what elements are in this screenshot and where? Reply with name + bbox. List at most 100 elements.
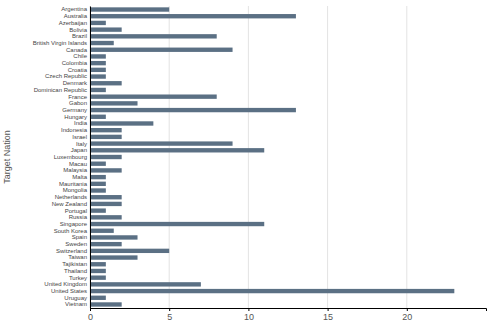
tick-label: 0 (88, 312, 93, 322)
tick-label: Australia (64, 13, 88, 19)
tick-label: United States (51, 288, 87, 294)
tick: Australia (64, 13, 88, 19)
tick-label: Hungary (64, 114, 87, 120)
tick: British Virgin Islands (33, 40, 87, 46)
tick-label: Portugal (65, 208, 87, 214)
plot: 05101520ArgentinaAustraliaAzerbaijanBoli… (33, 6, 487, 322)
bar (90, 222, 264, 226)
tick-label: 15 (323, 312, 333, 322)
tick: Portugal (65, 208, 87, 214)
tick-label: Argentina (61, 6, 87, 12)
tick-label: India (74, 120, 88, 126)
tick-label: Indonesia (61, 127, 88, 133)
tick-mark (407, 308, 408, 311)
value-axis: 05101520 (88, 308, 487, 322)
bar (90, 162, 106, 166)
tick: Denmark (63, 80, 88, 86)
tick-label: Taiwan (68, 254, 87, 260)
tick: Bolivia (69, 27, 87, 33)
tick-label: Azerbaijan (59, 20, 87, 26)
tick: United Kingdom (44, 281, 87, 287)
tick: Indonesia (61, 127, 88, 133)
bar (90, 34, 217, 38)
bar (90, 302, 122, 306)
bar (90, 14, 296, 18)
bar (90, 202, 122, 206)
tick-label: Netherlands (55, 194, 87, 200)
tick: United States (51, 288, 87, 294)
tick-label: United Kingdom (44, 281, 87, 287)
tick-label: South Korea (54, 228, 88, 234)
bar (90, 296, 106, 300)
bar (90, 242, 122, 246)
tick-label: Mongolia (63, 187, 88, 193)
tick-mark (169, 308, 170, 311)
tick-label: Luxembourg (54, 154, 87, 160)
grid-line (327, 6, 328, 308)
tick: Germany (62, 107, 87, 113)
tick: Switzerland (56, 248, 87, 254)
tick-label: New Zealand (52, 201, 87, 207)
tick: Gabon (69, 100, 87, 106)
bar (90, 74, 106, 78)
bar (90, 188, 106, 192)
bar (90, 141, 233, 145)
tick: Sweden (65, 241, 87, 247)
bar (90, 101, 138, 105)
tick: Czech Republic (45, 73, 87, 79)
tick-label: 10 (244, 312, 254, 322)
tick-label: Canada (66, 47, 88, 53)
tick-label: Bolivia (69, 27, 87, 33)
axis-title: Target Nation (2, 130, 12, 184)
tick-label: Chile (73, 53, 87, 59)
tick-label: Japan (71, 147, 87, 153)
tick-label: Singapore (60, 221, 88, 227)
axis-domain (90, 7, 91, 309)
tick: Canada (66, 47, 88, 53)
tick: Mongolia (63, 187, 88, 193)
bar (90, 195, 122, 199)
bar (90, 269, 106, 273)
tick: Malaysia (63, 167, 87, 173)
tick: Luxembourg (54, 154, 87, 160)
tick: Colombia (62, 60, 88, 66)
bar (90, 235, 138, 239)
tick-label: Mauritania (59, 181, 88, 187)
tick-label: Italy (76, 141, 87, 147)
tick-label: Sweden (65, 241, 87, 247)
tick: Hungary (64, 114, 87, 120)
tick: Russia (69, 214, 88, 220)
axis-domain (91, 309, 487, 312)
tick: Turkey (69, 275, 87, 281)
tick-label: Turkey (69, 275, 87, 281)
tick-label: 20 (402, 312, 412, 322)
bar (90, 21, 106, 25)
tick-label: Vietnam (65, 301, 87, 307)
tick: Argentina (61, 6, 87, 12)
grid (90, 6, 407, 308)
tick: Macau (69, 161, 87, 167)
tick: Dominican Republic (34, 87, 87, 93)
tick: Brazil (72, 33, 87, 39)
tick-label: Russia (69, 214, 88, 220)
tick: New Zealand (52, 201, 87, 207)
bar (90, 48, 233, 52)
tick-label: Croatia (68, 67, 88, 73)
tick-label: British Virgin Islands (33, 40, 87, 46)
tick-mark (248, 308, 249, 311)
bar (90, 27, 122, 31)
bar (90, 41, 114, 45)
tick: Tajikistan (62, 261, 87, 267)
tick-label: Thailand (64, 268, 87, 274)
tick: Japan (71, 147, 87, 153)
bar (90, 128, 122, 132)
bar (90, 249, 169, 253)
tick-label: Brazil (72, 33, 87, 39)
tick: Italy (76, 141, 87, 147)
chart: 05101520ArgentinaAustraliaAzerbaijanBoli… (0, 0, 500, 328)
tick-label: Malta (72, 174, 87, 180)
bar (90, 168, 122, 172)
bar (90, 68, 106, 72)
bar (90, 175, 106, 179)
tick: South Korea (54, 228, 88, 234)
